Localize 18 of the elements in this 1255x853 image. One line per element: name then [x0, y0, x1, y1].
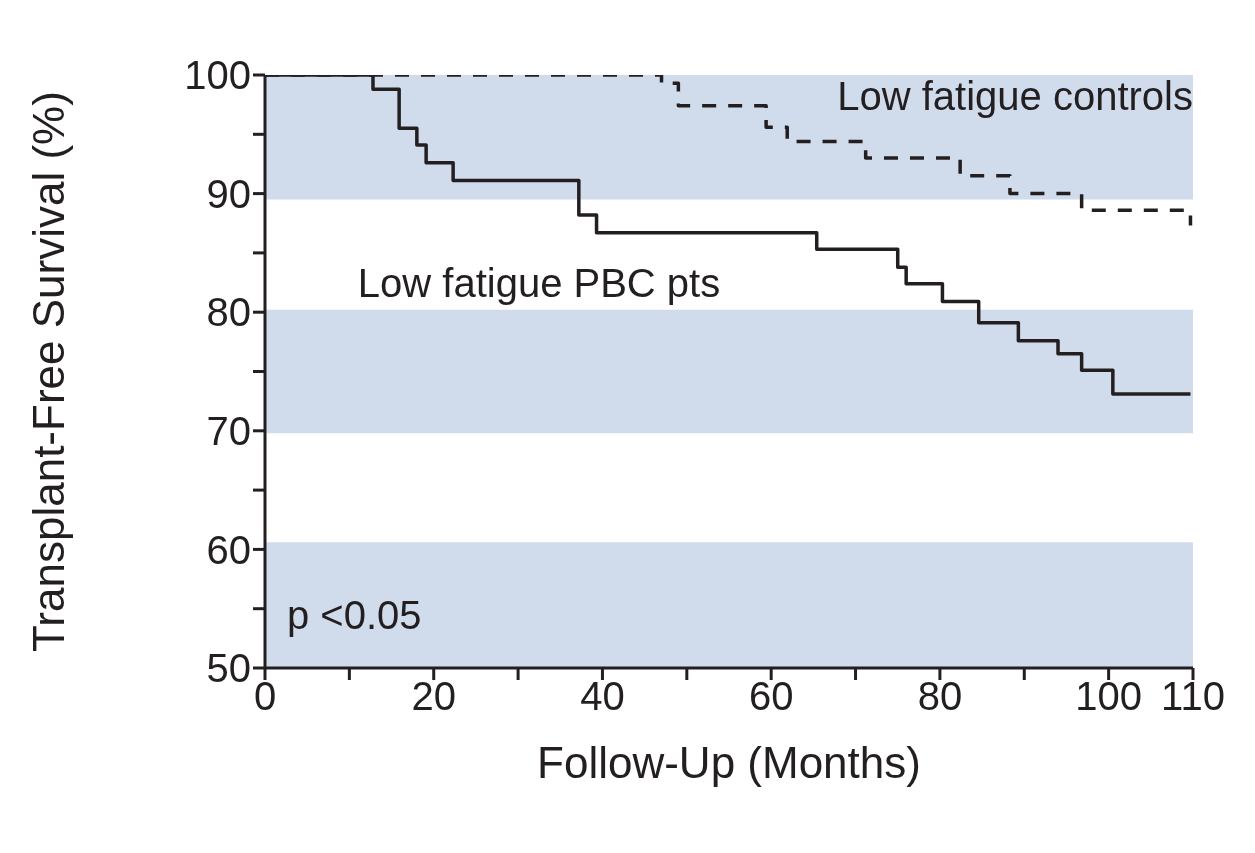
x-axis-title: Follow-Up (Months): [537, 738, 921, 787]
x-tick-label: 60: [748, 674, 794, 719]
y-tick-label: 70: [206, 409, 251, 453]
y-tick-label: 60: [206, 527, 251, 572]
x-tick-label: 80: [917, 674, 963, 719]
y-tick-label: 80: [206, 290, 251, 335]
y-tick-label: 100: [184, 53, 251, 98]
x-tick-label: 20: [411, 674, 456, 719]
x-tick-label: 100: [1075, 674, 1143, 719]
x-tick-label: 40: [580, 674, 625, 719]
y-tick-label: 90: [206, 171, 251, 216]
series-label: Low fatigue PBC pts: [357, 259, 721, 307]
x-tick-label: 0: [253, 674, 277, 719]
series-label: Low fatigue controls: [837, 73, 1193, 121]
x-tick-label: 110: [1161, 674, 1225, 719]
y-axis-title: Transplant-Free Survival (%): [23, 91, 73, 652]
annotation: p <0.05: [287, 591, 422, 639]
y-tick-label: 50: [206, 646, 251, 691]
